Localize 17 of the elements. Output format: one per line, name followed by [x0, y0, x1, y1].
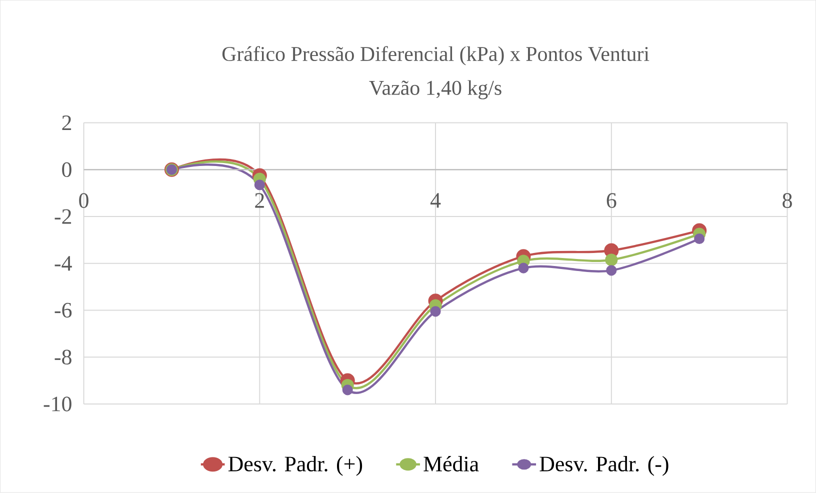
- y-tick-label: -10: [44, 396, 72, 412]
- x-tick-label: 0: [79, 193, 88, 208]
- x-tick-label: 2: [255, 193, 264, 208]
- legend-label: Média: [424, 456, 479, 472]
- legend-label: Desv. Padr. (+): [228, 456, 362, 476]
- x-tick-label: 6: [606, 193, 616, 208]
- y-tick-label: -6: [54, 303, 72, 318]
- x-tick-label: 4: [430, 193, 441, 208]
- y-tick-label: 2: [62, 116, 72, 130]
- y-tick-label: -2: [54, 209, 72, 224]
- chart-subtitle: Vazão 1,40 kg/s: [369, 80, 502, 100]
- legend-label: Desv. Padr. (-): [540, 456, 668, 476]
- y-tick-label: 0: [62, 162, 72, 178]
- x-tick-label: 8: [782, 193, 792, 208]
- y-tick-label: -4: [54, 256, 72, 271]
- y-tick-label: -8: [54, 350, 72, 365]
- chart-title: Gráfico Pressão Diferencial (kPa) x Pontos Venturi: [222, 46, 650, 66]
